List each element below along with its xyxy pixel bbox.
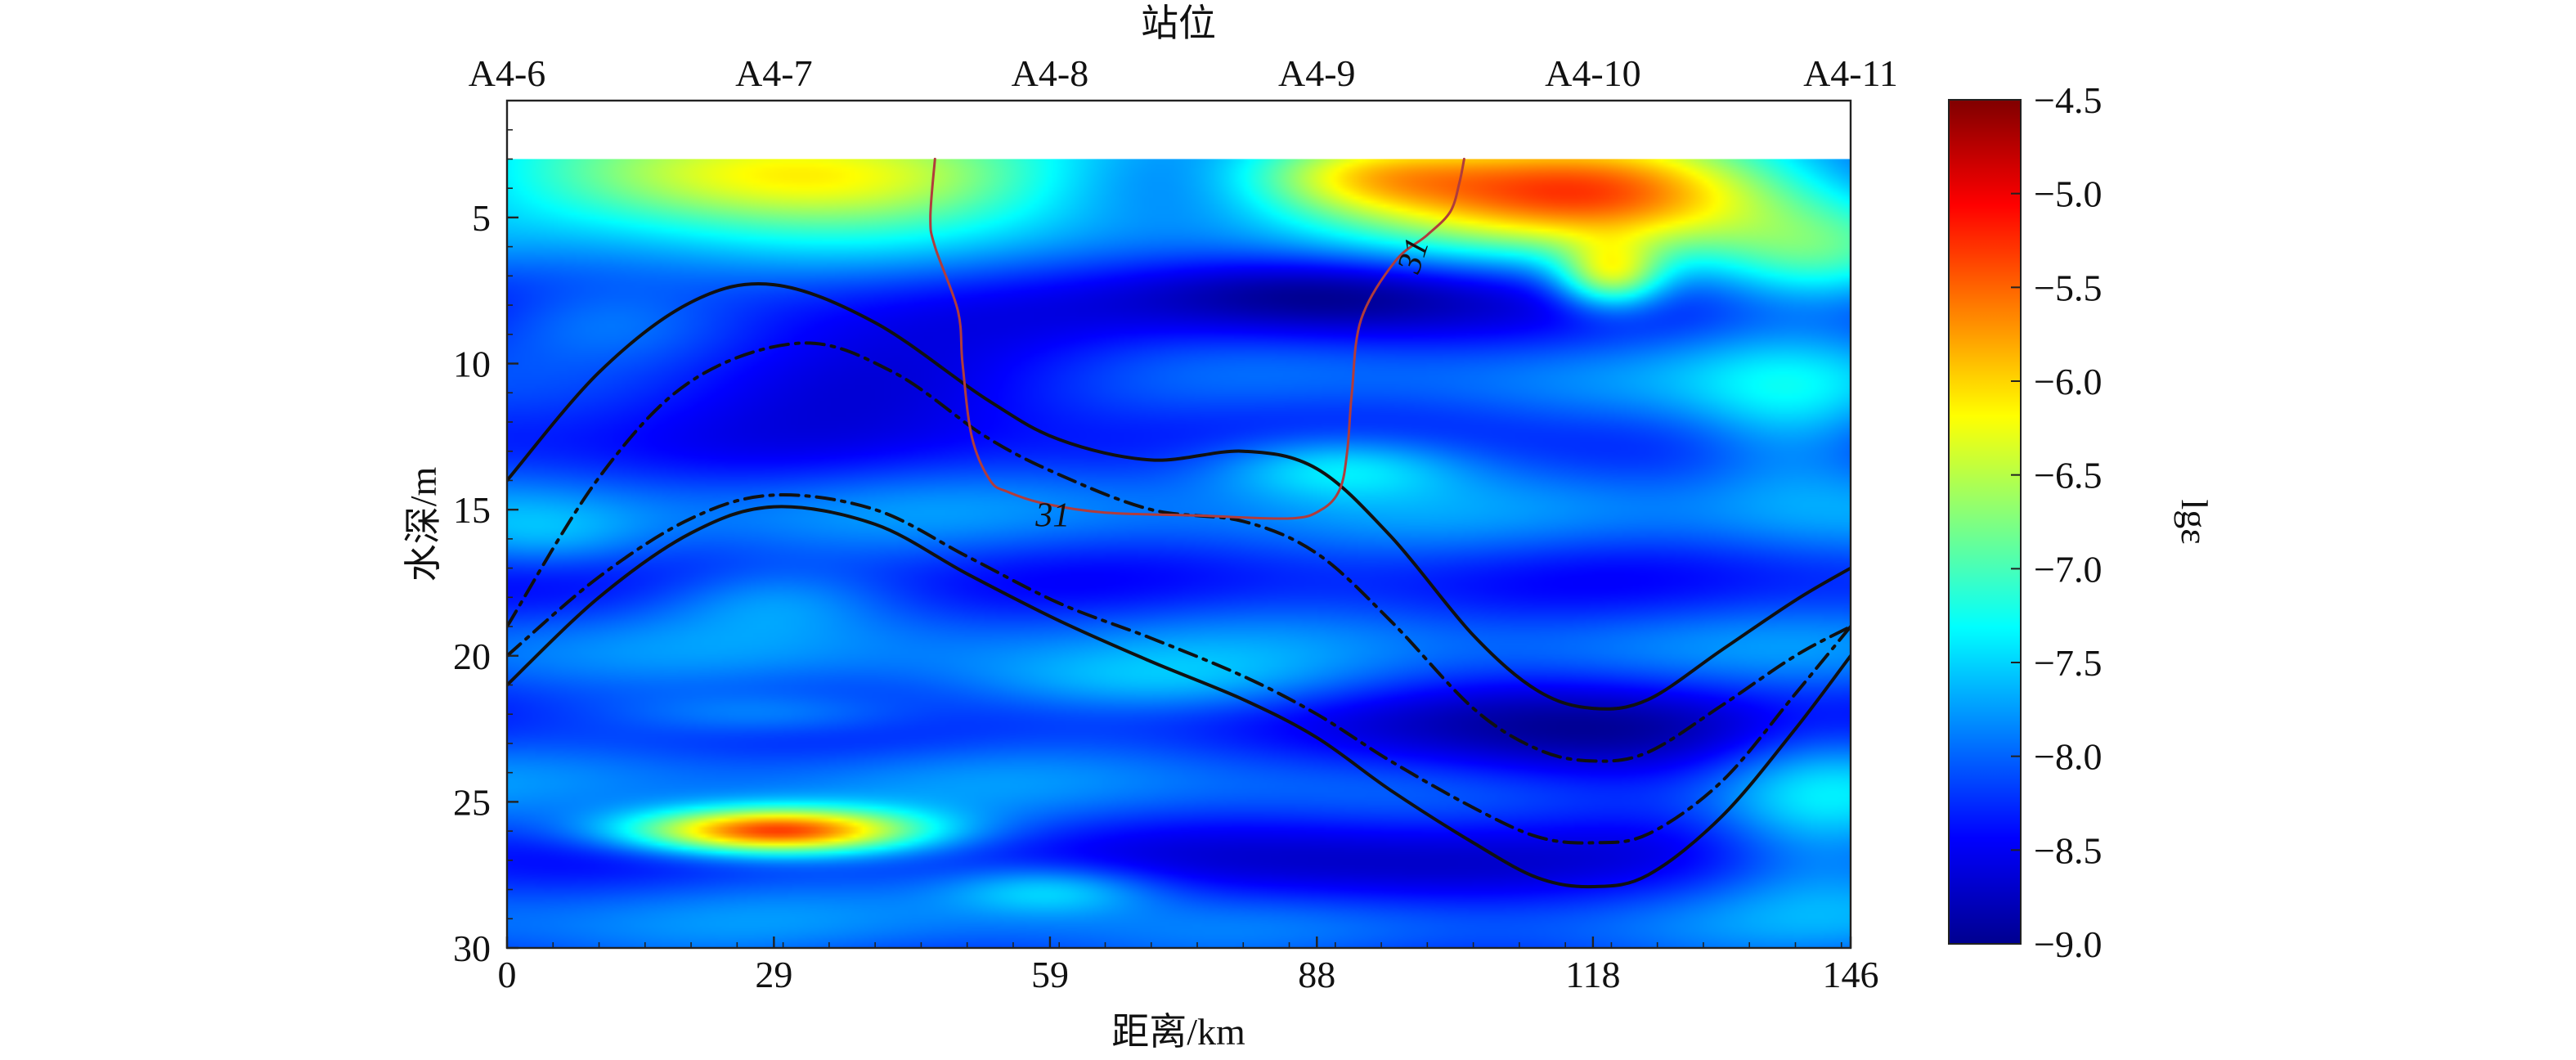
colorbar-tick-label: −5.5 — [2034, 267, 2102, 308]
isopycnal-line-4 — [507, 505, 1851, 889]
x-tick-label: 29 — [755, 954, 792, 995]
colorbar-tick-label: −7.5 — [2034, 642, 2102, 684]
isopycnal-line-2 — [507, 341, 1851, 763]
x-axis-label: 距离/km — [1111, 1011, 1245, 1053]
colorbar-tick-label: −6.5 — [2034, 455, 2102, 496]
y-tick-label: 30 — [453, 928, 491, 969]
y-tick-label: 10 — [453, 344, 491, 385]
salinity-contour-31 — [929, 157, 1465, 520]
station-label: A4-6 — [469, 52, 546, 94]
x-tick-label: 146 — [1823, 954, 1879, 995]
station-label: A4-11 — [1803, 52, 1898, 94]
colorbar-axis: −4.5 −5.0 −5.5 −6.0 −6.5 −7.0 −7.5 −8.0 −8.5 −9.0 — [2011, 79, 2102, 965]
isopycnal-layer — [507, 281, 1851, 889]
y-tick-label: 15 — [453, 489, 491, 531]
y-tick-label: 5 — [472, 197, 491, 239]
x-axis-top: A4-6 A4-7 A4-8 A4-9 A4-10 A4-11 — [469, 52, 1898, 94]
station-label: A4-7 — [735, 52, 813, 94]
x-tick-label: 118 — [1565, 954, 1620, 995]
station-label: A4-8 — [1012, 52, 1089, 94]
colorbar — [1948, 99, 2022, 945]
isopycnal-line-1 — [507, 281, 1851, 711]
colorbar-tick-label: −4.5 — [2034, 79, 2102, 121]
colorbar-tick-label: −6.0 — [2034, 361, 2102, 402]
y-tick-label: 20 — [453, 636, 491, 677]
isopycnal-line-3 — [507, 493, 1851, 845]
x-tick-label: 59 — [1031, 954, 1069, 995]
contour-label: 31 — [1034, 496, 1070, 534]
colorbar-tick-label: −5.0 — [2034, 173, 2102, 215]
y-axis-label: 水深/m — [402, 467, 444, 582]
station-label: A4-9 — [1278, 52, 1356, 94]
x-axis-bottom: 0 29 59 88 118 146 — [498, 936, 1879, 995]
station-label: A4-10 — [1545, 52, 1641, 94]
colorbar-tick-label: −7.0 — [2034, 548, 2102, 590]
colorbar-tick-label: −8.0 — [2034, 736, 2102, 778]
colorbar-tick-label: −8.5 — [2034, 829, 2102, 871]
colorbar-label: lgε — [2174, 499, 2215, 544]
colorbar-tick-label: −9.0 — [2034, 923, 2102, 965]
dissipation-heatmap — [507, 159, 1851, 949]
y-tick-label: 25 — [453, 781, 491, 823]
salinity-contour-layer — [929, 157, 1465, 520]
plot-frame — [505, 99, 1852, 950]
y-axis-left: 5 10 15 20 25 30 — [453, 128, 518, 969]
x-tick-label: 88 — [1298, 954, 1335, 995]
top-axis-label: 站位 — [1141, 2, 1216, 44]
x-tick-label: 0 — [498, 954, 517, 995]
